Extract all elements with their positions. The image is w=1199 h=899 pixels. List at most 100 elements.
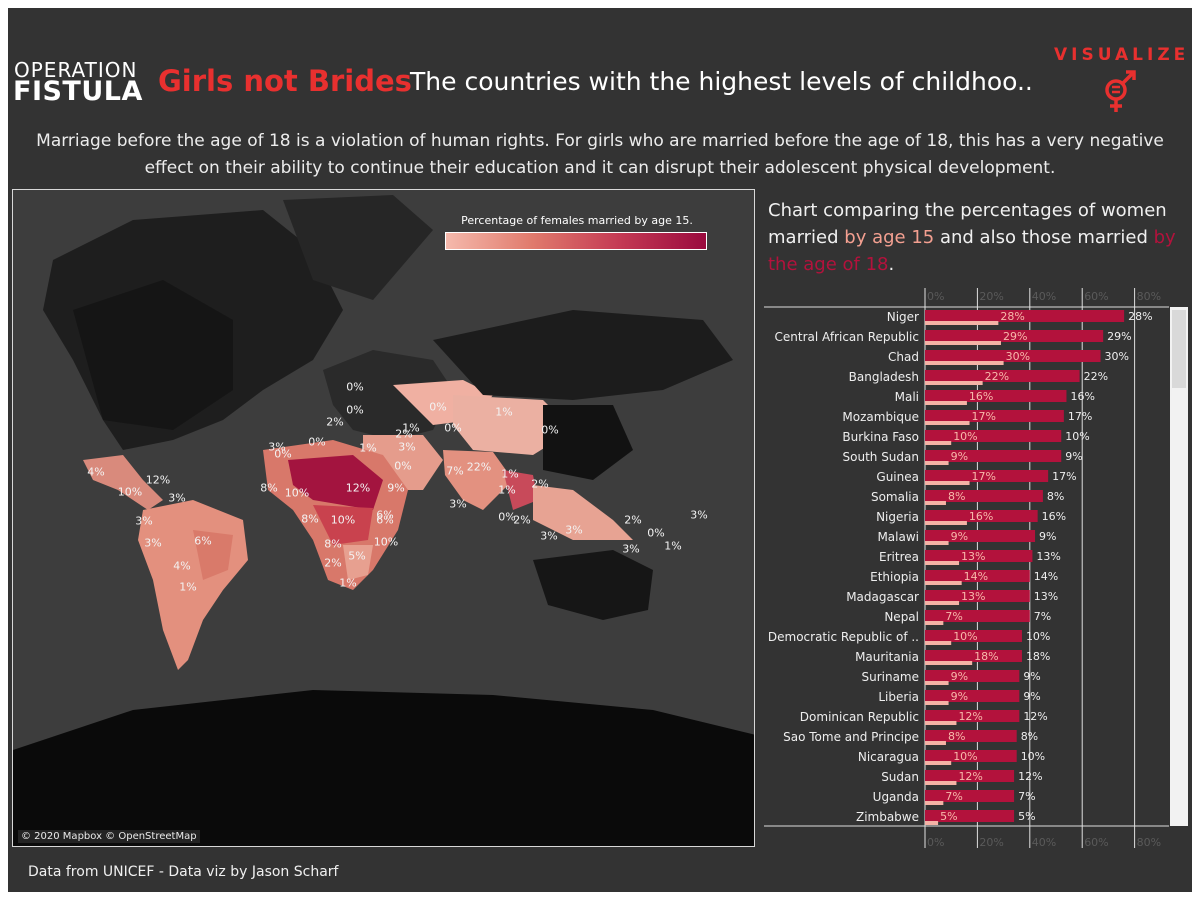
map-value-label: 3% bbox=[268, 440, 286, 454]
map-value-label: 1% bbox=[339, 576, 357, 590]
map-value-label: 12% bbox=[345, 481, 371, 495]
map-value-label: 10% bbox=[373, 535, 399, 549]
bar-by-18 bbox=[925, 730, 1017, 742]
bar-label-outside: 12% bbox=[1023, 710, 1047, 723]
bar-by-15 bbox=[925, 561, 960, 565]
x-tick-label-top: 0% bbox=[927, 290, 944, 303]
bar-label-inside: 17% bbox=[972, 410, 996, 423]
category-label: Liberia bbox=[878, 690, 919, 704]
map-value-label: 10% bbox=[117, 485, 143, 499]
bar-label-inside: 30% bbox=[1006, 350, 1030, 363]
bar-by-18 bbox=[925, 470, 1049, 482]
bar-label-outside: 7% bbox=[1018, 790, 1035, 803]
bar-by-18 bbox=[925, 630, 1022, 642]
bar-by-15 bbox=[925, 781, 957, 785]
category-label: Mauritania bbox=[855, 650, 919, 664]
bar-by-15 bbox=[925, 741, 946, 745]
category-label: Zimbabwe bbox=[856, 810, 919, 824]
category-label: Central African Republic bbox=[775, 330, 919, 344]
category-label: Niger bbox=[887, 310, 919, 324]
bar-label-inside: 9% bbox=[951, 690, 968, 703]
bar-chart[interactable]: 0% 0% 20% 20% 40% 40% 60% 60% 80% 80% Niger 28% 28% C… bbox=[764, 288, 1190, 848]
bar-by-15 bbox=[925, 401, 967, 405]
footer-credit: Data from UNICEF - Data viz by Jason Sch… bbox=[28, 864, 339, 880]
chart-title-age18: by the age of 18 bbox=[768, 227, 1176, 275]
bar-label-outside: 28% bbox=[1128, 310, 1152, 323]
x-tick-label-bottom: 60% bbox=[1084, 836, 1108, 848]
map-value-label: 8% bbox=[301, 512, 319, 526]
map-value-label: 2% bbox=[624, 513, 642, 527]
map-value-label: 2% bbox=[326, 415, 344, 429]
x-tick-label-top: 60% bbox=[1084, 290, 1108, 303]
bar-label-inside: 13% bbox=[961, 550, 985, 563]
bar-by-15 bbox=[925, 381, 983, 385]
category-label: Sudan bbox=[881, 770, 919, 784]
category-label: Suriname bbox=[861, 670, 919, 684]
map-value-label: 6% bbox=[376, 513, 394, 527]
map-value-label: 0% bbox=[346, 403, 364, 417]
logo-line-1: OPERATION bbox=[14, 58, 138, 82]
bar-by-15 bbox=[925, 641, 952, 645]
category-label: Guinea bbox=[876, 470, 919, 484]
bar-by-15 bbox=[925, 361, 1004, 365]
map-value-label: 2% bbox=[513, 513, 531, 527]
category-label: Madagascar bbox=[846, 590, 919, 604]
bar-by-18 bbox=[925, 650, 1022, 662]
map-value-label: 12% bbox=[145, 473, 171, 487]
bar-label-outside: 9% bbox=[1023, 670, 1040, 683]
chart-scrollbar-thumb bbox=[1172, 310, 1186, 388]
map-value-label: 2% bbox=[531, 477, 549, 491]
map-value-label: 3% bbox=[449, 497, 467, 511]
bar-label-outside: 13% bbox=[1034, 590, 1058, 603]
bar-label-inside: 28% bbox=[1000, 310, 1024, 323]
map-attribution[interactable]: © 2020 Mapbox © OpenStreetMap bbox=[18, 830, 200, 843]
bar-label-outside: 18% bbox=[1026, 650, 1050, 663]
map-value-label: 6% bbox=[194, 534, 212, 548]
map-value-label: 3% bbox=[565, 523, 583, 537]
gender-equality-icon bbox=[1105, 70, 1136, 112]
bar-label-outside: 9% bbox=[1023, 690, 1040, 703]
bar-by-15 bbox=[925, 621, 944, 625]
legend-title: Percentage of females married by age 15. bbox=[461, 214, 693, 227]
bar-by-18 bbox=[925, 790, 1015, 802]
bar-by-15 bbox=[925, 701, 949, 705]
bar-by-15 bbox=[925, 661, 973, 665]
bar-label-inside: 17% bbox=[972, 470, 996, 483]
bar-by-18 bbox=[925, 510, 1038, 522]
chart-title-age15: by age 15 bbox=[844, 227, 935, 248]
bar-label-outside: 9% bbox=[1039, 530, 1056, 543]
map-value-label: 8% bbox=[260, 481, 278, 495]
bar-label-inside: 12% bbox=[958, 710, 982, 723]
category-label: Uganda bbox=[873, 790, 919, 804]
bar-label-inside: 9% bbox=[951, 670, 968, 683]
bar-by-18 bbox=[925, 350, 1101, 362]
bar-label-inside: 7% bbox=[945, 790, 962, 803]
world-map[interactable]: Percentage of females married by age 15.… bbox=[12, 189, 755, 847]
intro-text: Marriage before the age of 18 is a viola… bbox=[36, 131, 1164, 178]
bar-label-inside: 5% bbox=[940, 810, 957, 823]
category-label: Eritrea bbox=[879, 550, 919, 564]
bar-label-inside: 9% bbox=[951, 530, 968, 543]
category-label: South Sudan bbox=[843, 450, 920, 464]
visualize-logo: VISUALIZE bbox=[1054, 45, 1190, 65]
legend-color-scale bbox=[445, 232, 707, 250]
map-value-label: 1% bbox=[664, 539, 682, 553]
category-label: Bangladesh bbox=[849, 370, 919, 384]
bar-by-18 bbox=[925, 770, 1015, 782]
bar-label-outside: 14% bbox=[1034, 570, 1058, 583]
map-value-label: 10% bbox=[330, 513, 356, 527]
map-value-label: 3% bbox=[168, 491, 186, 505]
bar-by-18 bbox=[925, 310, 1125, 322]
map-value-label: 0% bbox=[274, 447, 292, 461]
bar-label-outside: 8% bbox=[1047, 490, 1064, 503]
category-label: Sao Tome and Principe bbox=[783, 730, 919, 744]
map-value-label: 3% bbox=[144, 536, 162, 550]
map-value-label: 7% bbox=[446, 464, 464, 478]
map-value-label: 2% bbox=[395, 427, 413, 441]
bar-by-18 bbox=[925, 810, 1015, 822]
map-value-label: 4% bbox=[173, 559, 191, 573]
bar-by-15 bbox=[925, 501, 946, 505]
map-value-label: 9% bbox=[387, 481, 405, 495]
bar-by-15 bbox=[925, 761, 952, 765]
map-value-label: 1% bbox=[402, 421, 420, 435]
